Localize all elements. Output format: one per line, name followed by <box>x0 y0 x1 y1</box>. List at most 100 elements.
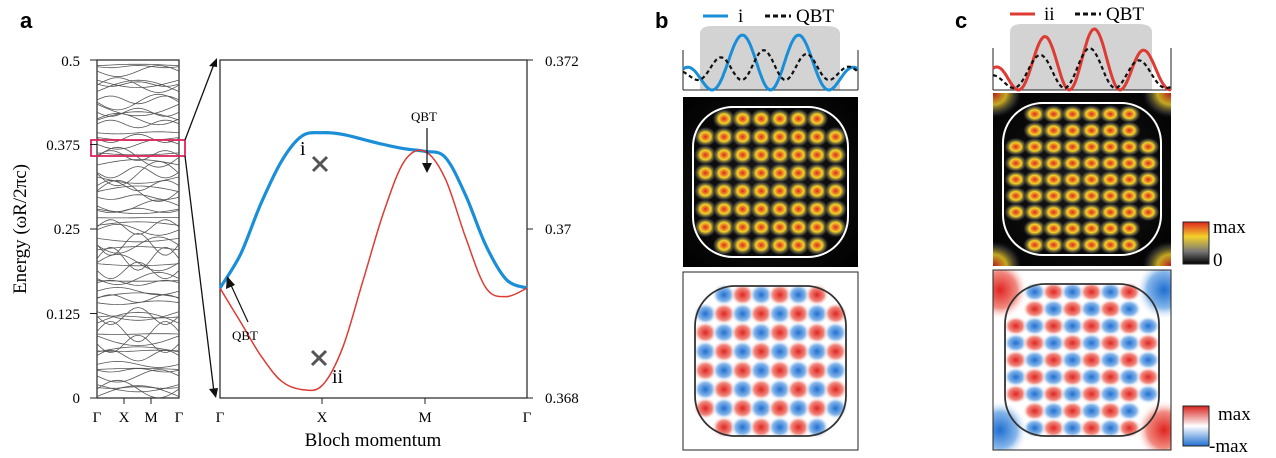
field-spot <box>730 180 755 202</box>
field-spot <box>1060 367 1085 387</box>
field-spot <box>1041 137 1066 157</box>
field-spot <box>1098 333 1123 353</box>
field-spot <box>1041 104 1066 124</box>
panel-label-c: c <box>955 8 967 33</box>
field-spot <box>1022 202 1047 222</box>
field-spot <box>749 321 774 344</box>
band-line <box>96 107 180 117</box>
field-spot <box>805 234 829 256</box>
field-spot <box>1098 282 1123 302</box>
field-spot <box>767 180 792 202</box>
field-spot <box>823 216 848 238</box>
colorbar-intensity-max: max <box>1213 217 1246 238</box>
field-spot <box>730 216 755 238</box>
field-spot <box>786 234 811 256</box>
ytick-label: 0 <box>73 391 81 407</box>
field-spot <box>767 162 792 184</box>
colorbar-field-gradient <box>1182 405 1210 447</box>
field-spot <box>1041 153 1066 173</box>
field-spot <box>805 378 829 401</box>
point-i-label: i <box>300 138 306 160</box>
field-spot <box>767 416 792 439</box>
field-spot <box>1022 235 1047 255</box>
field-spot <box>767 302 792 325</box>
field-spot <box>749 216 774 238</box>
band-line <box>96 321 180 343</box>
field-map-b <box>683 272 858 450</box>
field-spot <box>1041 333 1066 353</box>
field-spot <box>730 126 755 148</box>
field-spot <box>786 416 811 439</box>
field-spot <box>1098 299 1123 319</box>
field-spot <box>730 283 755 306</box>
field-spot <box>786 162 811 184</box>
field-spot <box>1098 137 1123 157</box>
band-line <box>96 95 180 105</box>
field-spot <box>1060 384 1085 404</box>
field-spot <box>1003 350 1028 370</box>
band-line <box>96 207 180 214</box>
field-spot <box>712 126 736 148</box>
field-spot <box>693 126 718 148</box>
field-spot <box>1041 401 1066 421</box>
field-spot <box>767 340 792 363</box>
field-spot <box>1022 384 1047 404</box>
field-spot <box>1003 367 1028 387</box>
field-spot <box>1003 137 1028 157</box>
field-spot <box>1098 401 1123 421</box>
field-spot <box>767 126 792 148</box>
band-line <box>96 133 180 143</box>
legend-qbt-label: QBT <box>796 6 834 27</box>
field-spot <box>823 126 848 148</box>
field-spot <box>1079 418 1104 438</box>
field-spot <box>1079 367 1104 387</box>
field-spot <box>749 340 774 363</box>
field-spot <box>1098 235 1123 255</box>
band-line <box>96 223 180 236</box>
field-spot <box>1022 120 1047 141</box>
field-spot <box>786 108 811 130</box>
field-spot <box>1022 316 1047 336</box>
zoom-plot: 0.372 0.37 0.368 Γ X M Γ Bloch momentum … <box>216 54 579 451</box>
field-spot <box>1060 235 1085 255</box>
zoom-arrows <box>184 58 218 398</box>
field-spot <box>712 302 736 325</box>
band-line <box>96 166 180 179</box>
field-spot <box>1060 350 1085 370</box>
field-spot <box>712 216 736 238</box>
field-spot <box>993 400 1028 450</box>
field-spot <box>805 359 829 382</box>
band-line <box>96 238 180 243</box>
field-spot <box>1117 218 1142 239</box>
profile-qbt-line-b <box>682 49 859 82</box>
field-spot <box>823 162 848 184</box>
field-spot <box>805 108 829 130</box>
field-spot <box>730 340 755 363</box>
band-line <box>96 112 180 126</box>
field-spot <box>1041 299 1066 319</box>
panel-label-a: a <box>20 8 33 33</box>
field-spot <box>767 198 792 220</box>
band-line <box>96 103 180 117</box>
field-spot <box>767 359 792 382</box>
band-xticks: Γ X M Γ <box>93 398 184 426</box>
field-spot <box>1117 186 1142 206</box>
qbt-top-arrowhead <box>422 163 432 173</box>
field-spot <box>1136 333 1161 353</box>
field-spot <box>1079 235 1104 255</box>
field-spot <box>1117 137 1142 157</box>
field-spot <box>823 359 848 382</box>
field-spot <box>805 180 829 202</box>
profile-qbt-line-c <box>992 47 1172 90</box>
intensity-map-b <box>683 97 858 267</box>
field-spot <box>823 378 848 401</box>
band-line <box>96 180 180 192</box>
zoom-xtick-label: Γ <box>216 410 225 426</box>
field-spot <box>1060 299 1085 319</box>
field-spot <box>712 198 736 220</box>
field-spot <box>1060 401 1085 421</box>
field-spot <box>767 108 792 130</box>
field-spot <box>1117 299 1142 319</box>
field-spot <box>693 198 718 220</box>
field-spot <box>1117 316 1142 336</box>
